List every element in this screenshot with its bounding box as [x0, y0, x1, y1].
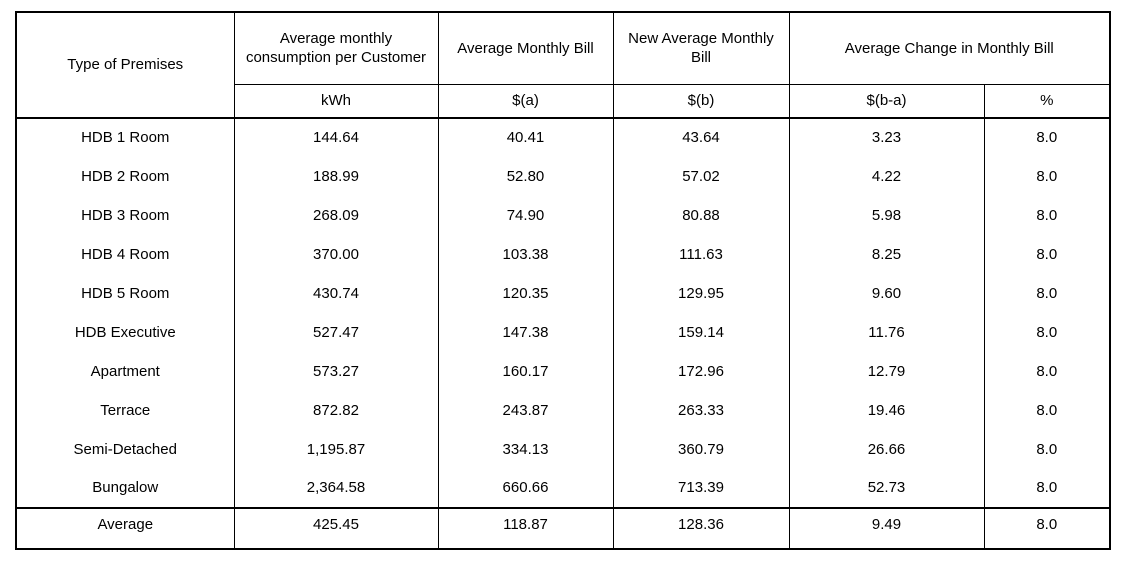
col-header-consumption: Average monthly consumption per Customer: [233, 12, 439, 85]
cell-premises: HDB 5 Room: [15, 274, 235, 313]
cell-bill-a: 147.38: [437, 313, 614, 352]
cell-bill-b: 263.33: [612, 391, 790, 430]
premises-bill-table: Type of Premises Average monthly consump…: [15, 11, 1112, 550]
cell-kwh: 573.27: [233, 352, 439, 391]
cell-premises: Semi-Detached: [15, 430, 235, 469]
cell-change-amount: 5.98: [788, 196, 985, 235]
cell-bill-b: 159.14: [612, 313, 790, 352]
cell-bill-b: 80.88: [612, 196, 790, 235]
cell-change-amount: 9.60: [788, 274, 985, 313]
cell-bill-a: 334.13: [437, 430, 614, 469]
cell-kwh: 188.99: [233, 157, 439, 196]
header-units-row: kWh $(a) $(b) $(b-a) %: [16, 84, 1111, 118]
cell-premises: HDB 3 Room: [15, 196, 235, 235]
cell-premises: Apartment: [15, 352, 235, 391]
cell-change-percent: 8.0: [983, 196, 1111, 235]
unit-percent: %: [983, 84, 1111, 118]
cell-bill-b: 172.96: [612, 352, 790, 391]
unit-kwh: kWh: [233, 84, 439, 118]
cell-change-percent: 8.0: [983, 352, 1111, 391]
cell-average-label: Average: [15, 508, 235, 549]
table-header: Type of Premises Average monthly consump…: [15, 12, 1111, 119]
cell-premises: Terrace: [15, 391, 235, 430]
cell-bill-a: 74.90: [437, 196, 614, 235]
cell-change-percent: 8.0: [983, 118, 1111, 157]
cell-bill-a: 40.41: [437, 118, 614, 157]
cell-bill-b: 360.79: [612, 430, 790, 469]
cell-average-bill-b: 128.36: [612, 508, 790, 549]
col-header-avg-change: Average Change in Monthly Bill: [788, 12, 1111, 85]
col-header-avg-monthly-bill: Average Monthly Bill: [437, 12, 614, 85]
cell-change-amount: 26.66: [788, 430, 985, 469]
cell-change-percent: 8.0: [983, 157, 1111, 196]
cell-bill-a: 243.87: [437, 391, 614, 430]
cell-change-percent: 8.0: [983, 391, 1111, 430]
cell-kwh: 527.47: [233, 313, 439, 352]
table-row: Terrace 872.82 243.87 263.33 19.46 8.0: [15, 391, 1111, 430]
col-header-new-avg-monthly-bill: New Average Monthly Bill: [612, 12, 790, 85]
cell-change-amount: 11.76: [788, 313, 985, 352]
cell-premises: HDB 4 Room: [15, 235, 235, 274]
table-row: HDB 5 Room 430.74 120.35 129.95 9.60 8.0: [15, 274, 1111, 313]
cell-bill-a: 103.38: [437, 235, 614, 274]
cell-change-amount: 3.23: [788, 118, 985, 157]
cell-premises: HDB Executive: [15, 313, 235, 352]
cell-premises: HDB 2 Room: [15, 157, 235, 196]
cell-change-amount: 12.79: [788, 352, 985, 391]
header-label-row: Type of Premises Average monthly consump…: [15, 12, 1111, 119]
cell-kwh: 2,364.58: [233, 469, 439, 508]
cell-kwh: 872.82: [233, 391, 439, 430]
cell-kwh: 430.74: [233, 274, 439, 313]
cell-change-amount: 8.25: [788, 235, 985, 274]
cell-premises: HDB 1 Room: [15, 118, 235, 157]
cell-bill-a: 660.66: [437, 469, 614, 508]
table-row: Apartment 573.27 160.17 172.96 12.79 8.0: [15, 352, 1111, 391]
cell-kwh: 268.09: [233, 196, 439, 235]
cell-kwh: 144.64: [233, 118, 439, 157]
unit-dollar-a: $(a): [437, 84, 614, 118]
table-row: HDB 3 Room 268.09 74.90 80.88 5.98 8.0: [15, 196, 1111, 235]
col-header-type-of-premises: Type of Premises: [15, 12, 235, 119]
cell-average-change-percent: 8.0: [983, 508, 1111, 549]
cell-average-kwh: 425.45: [233, 508, 439, 549]
cell-bill-b: 713.39: [612, 469, 790, 508]
cell-bill-a: 52.80: [437, 157, 614, 196]
cell-bill-a: 120.35: [437, 274, 614, 313]
average-row: Average 425.45 118.87 128.36 9.49 8.0: [15, 508, 1111, 549]
table-row: Bungalow 2,364.58 660.66 713.39 52.73 8.0: [15, 469, 1111, 508]
table-row: Semi-Detached 1,195.87 334.13 360.79 26.66 8.…: [15, 430, 1111, 469]
cell-change-percent: 8.0: [983, 274, 1111, 313]
table-row: HDB 4 Room 370.00 103.38 111.63 8.25 8.0: [15, 235, 1111, 274]
cell-change-percent: 8.0: [983, 430, 1111, 469]
table-row: HDB 2 Room 188.99 52.80 57.02 4.22 8.0: [15, 157, 1111, 196]
cell-average-bill-a: 118.87: [437, 508, 614, 549]
unit-dollar-b: $(b): [612, 84, 790, 118]
cell-average-change-amount: 9.49: [788, 508, 985, 549]
cell-premises: Bungalow: [15, 469, 235, 508]
cell-change-amount: 4.22: [788, 157, 985, 196]
cell-bill-b: 129.95: [612, 274, 790, 313]
cell-bill-b: 43.64: [612, 118, 790, 157]
cell-change-amount: 19.46: [788, 391, 985, 430]
table-row: HDB Executive 527.47 147.38 159.14 11.76 8.0: [15, 313, 1111, 352]
unit-dollar-b-minus-a: $(b-a): [788, 84, 985, 118]
cell-change-percent: 8.0: [983, 469, 1111, 508]
cell-kwh: 370.00: [233, 235, 439, 274]
cell-kwh: 1,195.87: [233, 430, 439, 469]
cell-change-amount: 52.73: [788, 469, 985, 508]
cell-change-percent: 8.0: [983, 235, 1111, 274]
cell-bill-a: 160.17: [437, 352, 614, 391]
table-row: HDB 1 Room 144.64 40.41 43.64 3.23 8.0: [15, 118, 1111, 157]
cell-bill-b: 57.02: [612, 157, 790, 196]
cell-bill-b: 111.63: [612, 235, 790, 274]
table-footer: Average 425.45 118.87 128.36 9.49 8.0: [15, 508, 1111, 549]
table-body: HDB 1 Room 144.64 40.41 43.64 3.23 8.0 HDB 2 R…: [15, 118, 1111, 508]
cell-change-percent: 8.0: [983, 313, 1111, 352]
